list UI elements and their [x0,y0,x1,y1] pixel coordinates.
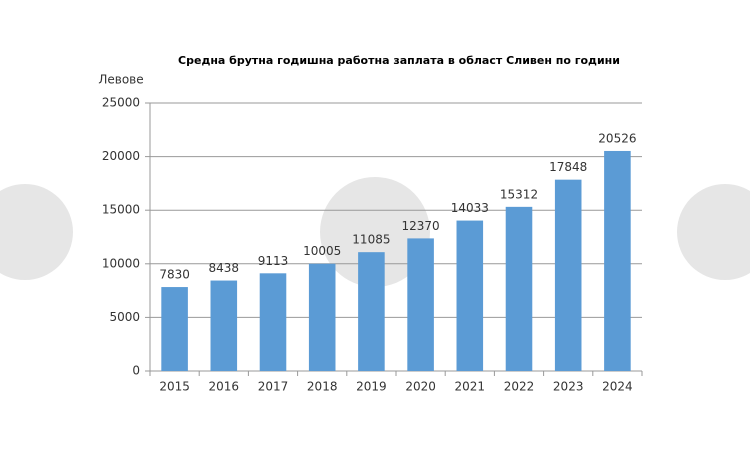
x-tick-label: 2018 [307,380,338,394]
bar [456,220,484,371]
x-tick-label: 2019 [356,380,387,394]
data-label: 10005 [303,244,341,258]
bar [308,263,336,371]
watermark [0,177,750,287]
x-tick-label: 2020 [405,380,436,394]
data-label: 11085 [352,233,390,247]
y-tick-label: 10000 [102,256,140,270]
y-tick-label: 20000 [102,149,140,163]
data-label: 20526 [598,131,636,145]
bar [554,179,582,371]
data-label: 8438 [209,261,240,275]
bar [604,150,631,371]
bar [407,238,434,371]
x-tick-label: 2021 [455,380,486,394]
x-tick-label: 2023 [553,380,584,394]
data-label: 7830 [159,268,190,282]
watermark-logo [0,184,73,280]
y-tick-label: 15000 [102,203,140,217]
data-label: 9113 [258,254,289,268]
x-tick-label: 2017 [258,380,289,394]
bar [358,252,385,371]
x-tick-label: 2015 [159,380,190,394]
data-label: 14033 [451,201,489,215]
x-tick-label: 2024 [602,380,633,394]
watermark-logo [320,177,430,287]
x-tick-label: 2022 [504,380,535,394]
chart-title: Средна брутна годишна работна заплата в … [178,54,620,67]
watermark-logo [677,184,750,280]
y-tick-label: 5000 [109,310,140,324]
bar [210,280,238,371]
data-label: 12370 [402,219,440,233]
bar [505,206,533,371]
x-tick-label: 2016 [209,380,240,394]
data-label: 15312 [500,187,538,201]
data-label: 17848 [549,160,587,174]
bar [259,273,287,371]
y-tick-label: 25000 [102,96,140,110]
y-axis-label: Левове [98,73,143,87]
y-tick-label: 0 [132,364,140,378]
bar [161,287,188,371]
